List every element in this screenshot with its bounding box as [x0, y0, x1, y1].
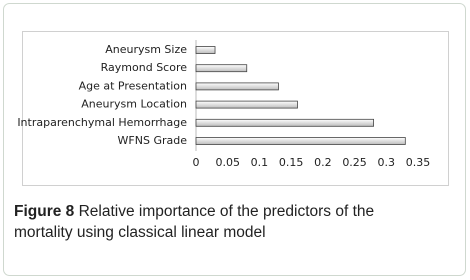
bar: [195, 46, 216, 54]
x-tick-label: 0.25: [342, 156, 367, 169]
x-tick-label: 0: [193, 156, 200, 169]
bar: [195, 118, 375, 127]
x-tick-label: 0.1: [251, 156, 269, 169]
y-tick-label: Raymond Score: [101, 61, 188, 74]
y-tick-label: Aneurysm Location: [81, 98, 187, 111]
bar: [195, 64, 248, 73]
x-tick-label: 0.05: [215, 156, 240, 169]
bar: [195, 100, 298, 109]
caption-label: Figure 8: [14, 203, 75, 220]
figure-border: [3, 3, 466, 276]
bar: [195, 82, 279, 91]
y-tick-label: Intraparenchymal Hemorrhage: [17, 116, 187, 129]
x-tick-label: 0.15: [279, 156, 304, 169]
y-tick-label: Age at Presentation: [79, 79, 187, 92]
x-tick-label: 0.2: [314, 156, 332, 169]
caption: Figure 8 Relative importance of the pred…: [14, 201, 414, 243]
y-tick-label: Aneurysm Size: [105, 43, 187, 56]
bar: [195, 137, 406, 145]
x-tick-label: 0.3: [378, 156, 396, 169]
y-tick-label: WFNS Grade: [118, 134, 188, 147]
caption-text: Relative importance of the predictors of…: [14, 203, 375, 241]
x-tick-label: 0.35: [406, 156, 431, 169]
chart-border: [22, 31, 449, 186]
